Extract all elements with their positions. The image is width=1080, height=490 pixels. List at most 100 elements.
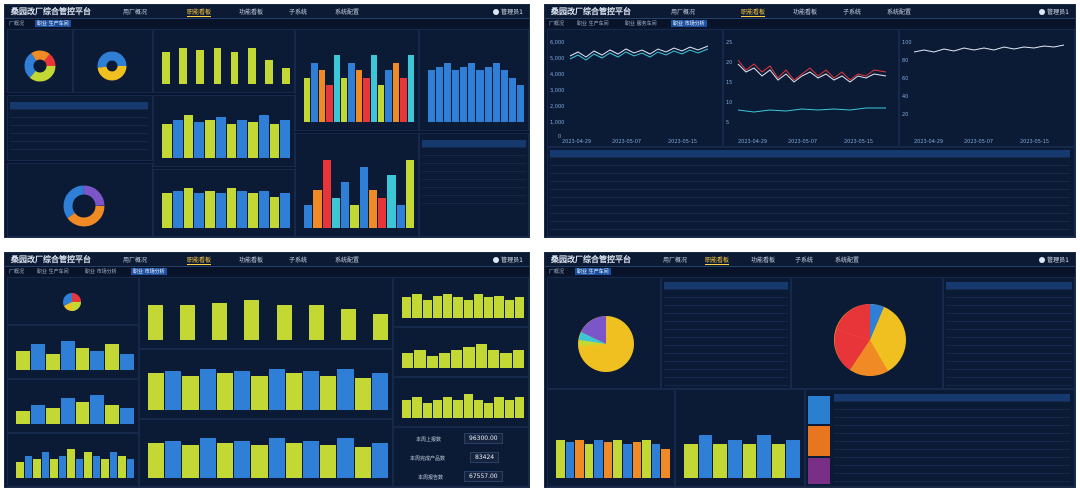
nav-function-board[interactable]: 功能看板 — [239, 257, 264, 264]
nav-system-config[interactable]: 系统配置 — [335, 9, 360, 16]
nav-subsystem[interactable]: 子系统 — [795, 257, 814, 264]
user-name: 管理员1 — [1047, 9, 1069, 16]
bar-chart-top — [162, 44, 290, 84]
nav-functional-board[interactable]: 职能看板 — [187, 257, 212, 265]
table-cell — [723, 181, 767, 190]
table-cell — [991, 441, 1070, 450]
side-tab-2[interactable] — [808, 426, 830, 456]
bar — [341, 182, 350, 228]
user-menu[interactable]: 管理员1 — [493, 7, 523, 16]
tab-production[interactable]: 职业 生产车间 — [37, 269, 69, 275]
bar — [248, 122, 258, 158]
table-cell — [1040, 321, 1072, 330]
table-cell — [1009, 337, 1041, 346]
tab-production[interactable]: 职业 生产车间 — [577, 21, 609, 27]
tab-bar: 厂概况 职业 生产车间 职业 服务车间 职业 市场分析 — [545, 19, 1075, 27]
table-cell — [636, 197, 680, 206]
side-tab-1[interactable] — [808, 396, 830, 424]
table-cell — [688, 297, 714, 306]
bar — [226, 124, 237, 158]
avatar — [1039, 257, 1046, 263]
nav-subsystem[interactable]: 子系统 — [289, 9, 308, 16]
nav-function-board[interactable]: 功能看板 — [793, 9, 818, 16]
bar — [414, 350, 426, 368]
tab-overview[interactable]: 厂概况 — [9, 21, 25, 27]
bar — [402, 353, 414, 368]
side-tab-3[interactable] — [808, 458, 830, 484]
bar — [575, 439, 584, 478]
table-cell — [664, 329, 689, 338]
bar — [162, 124, 172, 158]
nav-functional-board[interactable]: 职能看板 — [187, 9, 212, 17]
tab-production[interactable]: 职业 生产车间 — [35, 20, 71, 27]
table-header-cell — [1040, 282, 1072, 290]
tab-market-2[interactable]: 职业 市场分析 — [131, 268, 167, 275]
nav-functional-board[interactable]: 职能看板 — [705, 257, 730, 265]
tab-production[interactable]: 职业 生产车间 — [575, 268, 611, 275]
table-cell — [946, 305, 978, 314]
bar — [623, 444, 632, 478]
bar — [556, 439, 565, 478]
line-chart-panel-1: 6,000 5,000 4,000 3,000 2,000 1,000 0 20… — [547, 29, 723, 147]
user-menu[interactable]: 管理员1 — [493, 255, 523, 264]
table-cell — [713, 321, 739, 330]
nav-subsystem[interactable]: 子系统 — [843, 9, 862, 16]
bar-panel-m1 — [139, 277, 393, 349]
bar — [387, 174, 396, 228]
nav-system-config[interactable]: 系统配置 — [835, 257, 860, 264]
table-cell — [763, 369, 788, 378]
table-cell — [713, 313, 739, 322]
bar — [341, 77, 348, 122]
right-table-panel — [419, 133, 529, 237]
bar — [105, 404, 120, 424]
tab-market-1[interactable]: 职业 市场分析 — [85, 269, 117, 275]
user-menu[interactable]: 管理员1 — [1039, 7, 1069, 16]
nav-system-config[interactable]: 系统配置 — [335, 257, 360, 264]
table-cell — [550, 221, 594, 230]
nav-overview[interactable]: 用厂概况 — [123, 9, 148, 16]
bar-panel-l3 — [7, 433, 139, 487]
tab-bar: 厂概况 职业 生产车间 — [545, 267, 1075, 275]
tab-overview[interactable]: 厂概况 — [549, 269, 565, 275]
table-cell — [550, 165, 594, 174]
bar — [320, 445, 337, 478]
table-cell — [763, 321, 788, 330]
table-cell — [636, 205, 680, 214]
bar — [757, 434, 771, 478]
x-tick: 2023-04-29 — [738, 139, 768, 145]
table-cell — [1009, 353, 1041, 362]
bar-chart-l2 — [16, 392, 134, 424]
bar — [60, 398, 75, 424]
line-chart-3 — [913, 44, 1065, 53]
table-cell — [983, 189, 1027, 198]
nav-function-board[interactable]: 功能看板 — [239, 9, 264, 16]
tab-service[interactable]: 职业 服务车间 — [625, 21, 657, 27]
table-cell — [977, 297, 1009, 306]
table-cell — [912, 409, 992, 418]
tab-market[interactable]: 职业 市场分析 — [671, 20, 707, 27]
table-header-cell — [766, 150, 810, 158]
bar — [432, 295, 442, 318]
table-cell — [679, 213, 724, 222]
nav-function-board[interactable]: 功能看板 — [751, 257, 776, 264]
table-cell — [1040, 297, 1072, 306]
table-cell — [636, 221, 680, 230]
bar — [371, 373, 389, 410]
nav-overview[interactable]: 用厂概况 — [123, 257, 148, 264]
nav-functional-board[interactable]: 职能看板 — [741, 9, 766, 17]
table-cell — [679, 165, 724, 174]
nav-overview[interactable]: 用厂概况 — [671, 9, 696, 16]
bar — [463, 394, 473, 418]
tab-overview[interactable]: 厂概况 — [549, 21, 565, 27]
nav-overview[interactable]: 用厂概况 — [663, 257, 688, 264]
bar-panel-l1 — [7, 325, 139, 379]
table-cell — [738, 377, 764, 386]
user-menu[interactable]: 管理员1 — [1039, 255, 1069, 264]
x-tick: 2023-05-07 — [964, 139, 994, 145]
bar-chart-r2 — [402, 338, 524, 368]
table-cell — [688, 337, 714, 346]
nav-subsystem[interactable]: 子系统 — [289, 257, 308, 264]
nav-system-config[interactable]: 系统配置 — [887, 9, 912, 16]
table-cell — [593, 205, 637, 214]
tab-overview[interactable]: 厂概况 — [9, 269, 25, 275]
